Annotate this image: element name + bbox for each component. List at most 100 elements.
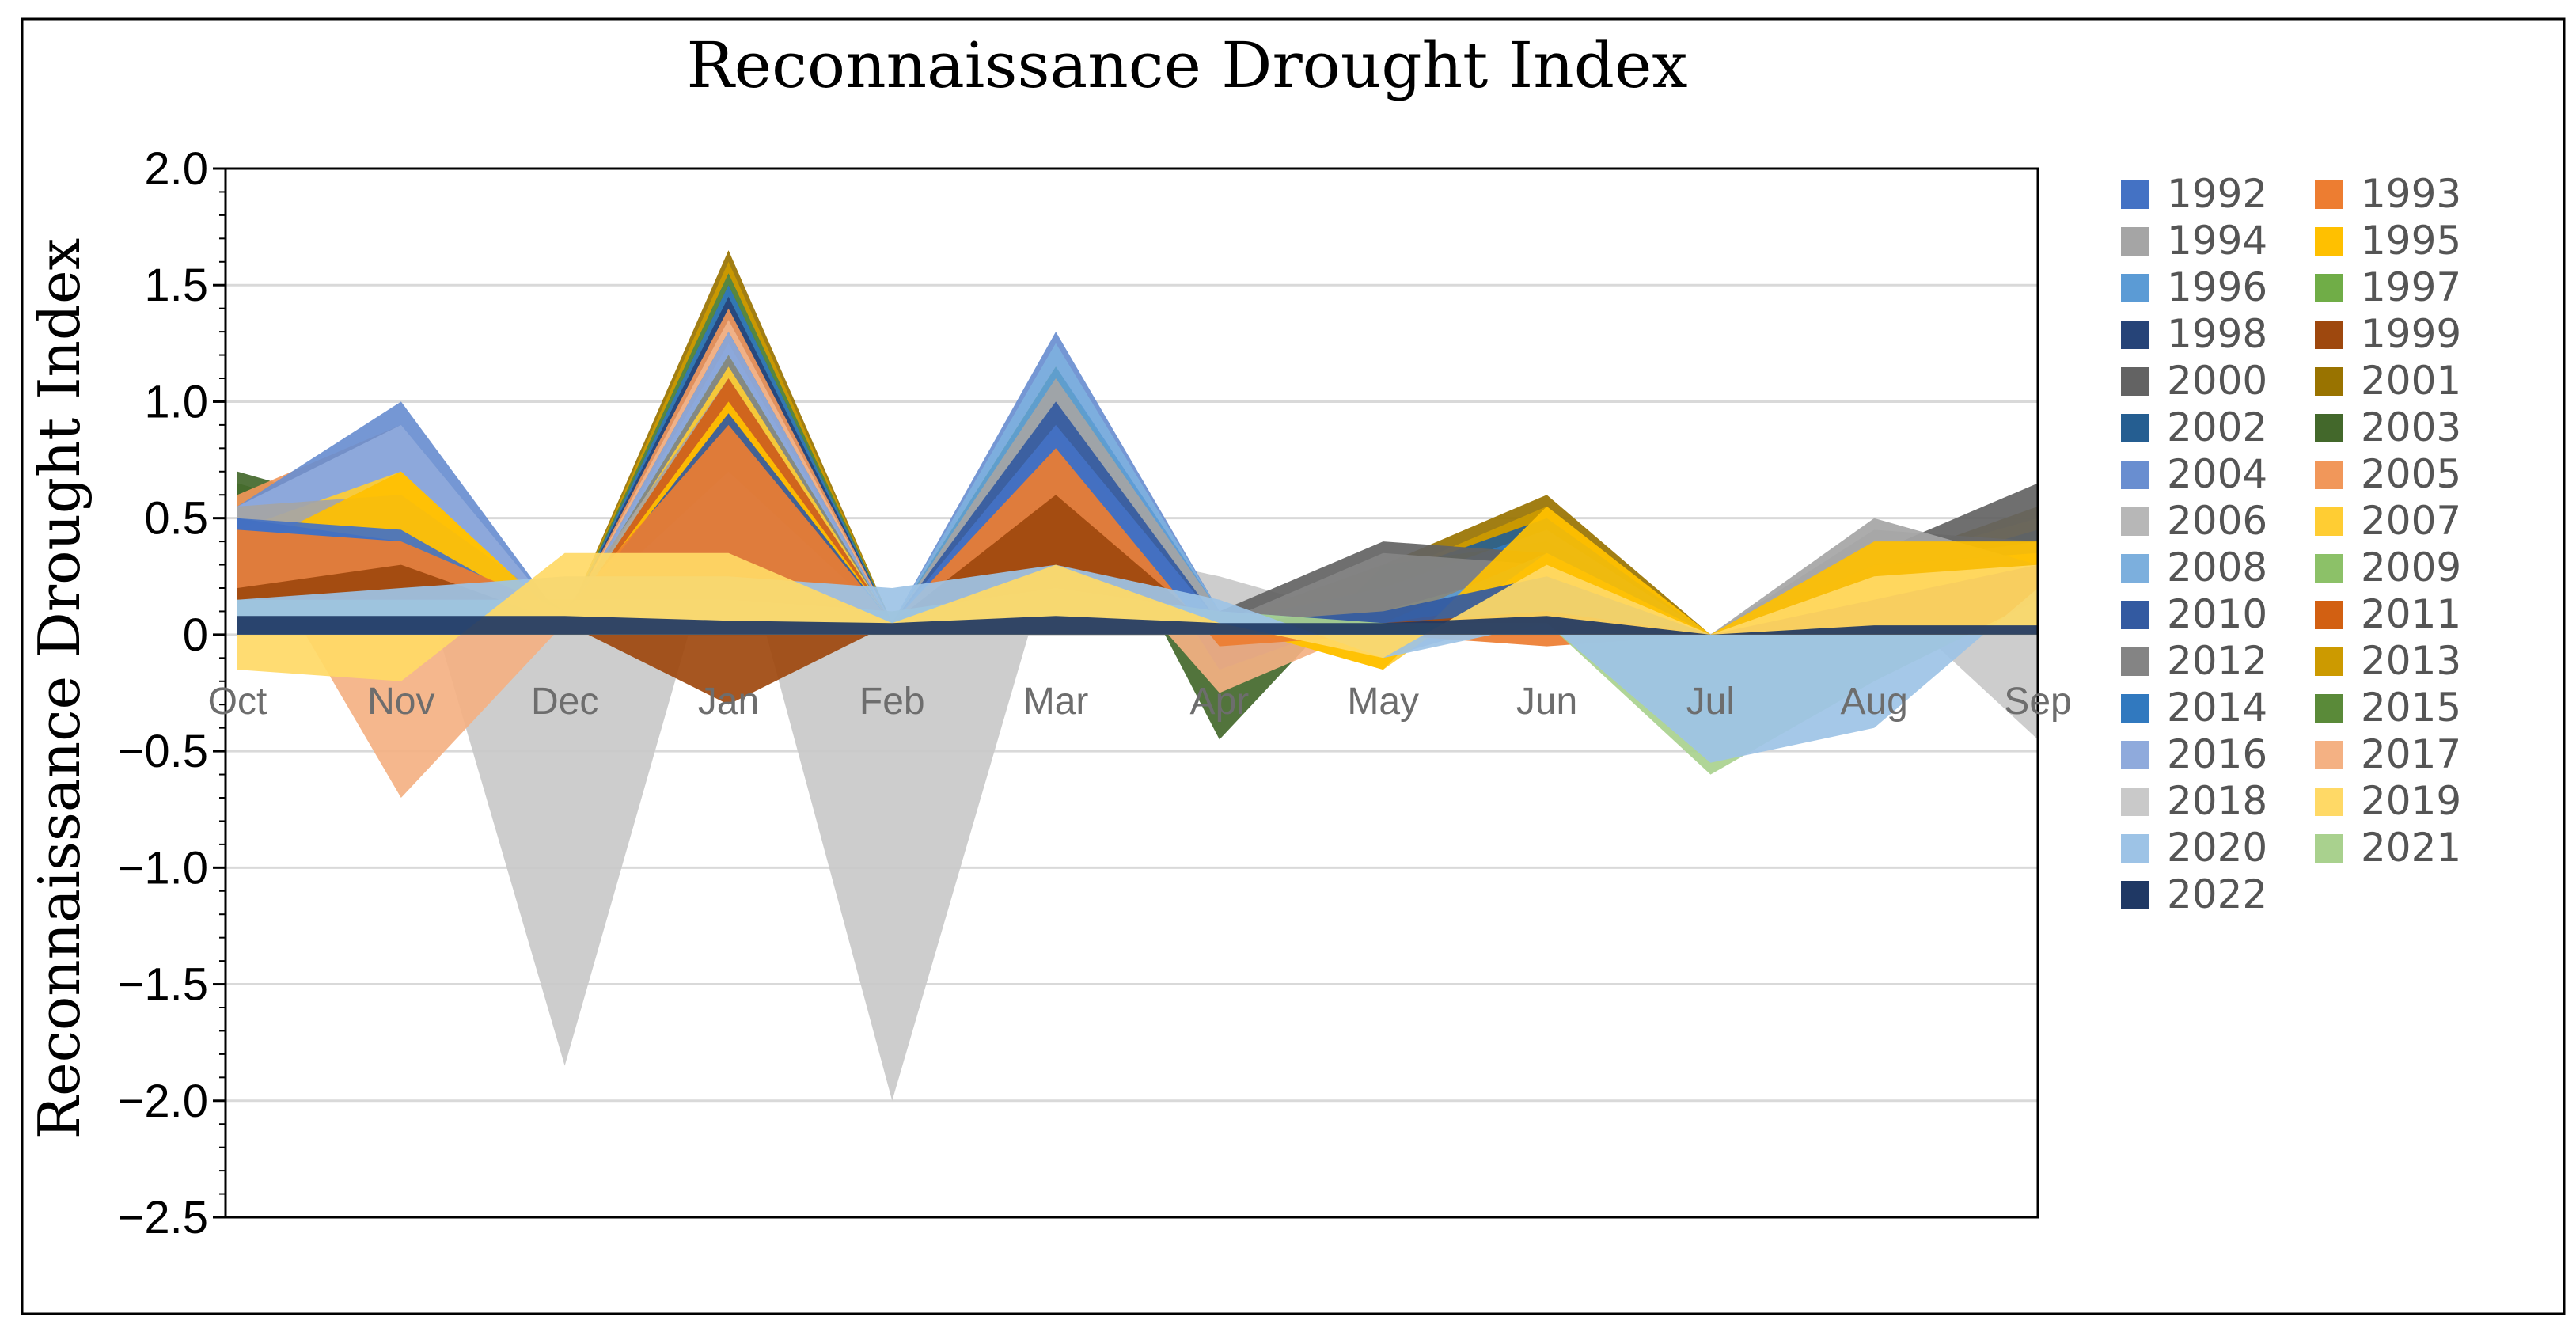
axes	[224, 167, 2039, 1219]
x-tick-label: Mar	[1023, 681, 1089, 723]
y-tick-label: −1.0	[118, 842, 209, 894]
y-tick-label: 2.0	[144, 143, 208, 195]
legend-label: 2001	[2361, 358, 2461, 404]
legend-swatch	[2121, 180, 2149, 209]
legend-swatch	[2315, 367, 2343, 396]
legend-swatch	[2315, 554, 2343, 583]
legend-item-2000: 2000	[2121, 358, 2267, 404]
legend-item-2005: 2005	[2315, 451, 2461, 497]
legend-item-1996: 1996	[2121, 264, 2267, 310]
legend-swatch	[2315, 227, 2343, 256]
legend-item-2019: 2019	[2315, 778, 2461, 824]
legend-label: 2014	[2167, 685, 2267, 731]
plot-frame	[224, 167, 2039, 1219]
legend-label: 1993	[2361, 171, 2461, 217]
legend-item-2018: 2018	[2121, 778, 2267, 824]
legend-item-2004: 2004	[2121, 451, 2267, 497]
legend-item-2022: 2022	[2121, 871, 2267, 917]
legend-swatch	[2315, 788, 2343, 816]
legend-label: 2022	[2167, 871, 2267, 917]
legend-swatch	[2121, 788, 2149, 816]
legend-label: 1998	[2167, 311, 2267, 357]
legend-item-2001: 2001	[2315, 358, 2461, 404]
legend-swatch	[2121, 834, 2149, 863]
legend: 1992 1993 1994 1995 1996 1997 1998 1999 2000 2001…	[2121, 171, 2461, 917]
x-tick-label: Oct	[208, 681, 267, 723]
legend-label: 1997	[2361, 264, 2461, 310]
legend-swatch	[2315, 601, 2343, 629]
y-axis-label-group: Reconnaissance Drought Index	[26, 238, 93, 1139]
legend-label: 1999	[2361, 311, 2461, 357]
y-tick-label: 0	[183, 609, 208, 661]
figure-border	[21, 17, 2566, 1315]
legend-label: 2005	[2361, 451, 2461, 497]
legend-item-2009: 2009	[2315, 545, 2461, 590]
legend-label: 1996	[2167, 264, 2267, 310]
y-axis-label: Reconnaissance Drought Index	[26, 238, 93, 1139]
x-tick-label: May	[1347, 681, 1419, 723]
legend-item-1995: 1995	[2315, 218, 2461, 264]
x-ticks: Oct Nov Dec Jan Feb Mar Apr May Jun Jul Aug Sep	[208, 681, 2072, 723]
legend-swatch	[2315, 507, 2343, 536]
x-tick-label: Nov	[367, 681, 434, 723]
legend-swatch	[2121, 694, 2149, 723]
legend-swatch	[2121, 741, 2149, 769]
x-tick-label: Aug	[1840, 681, 1907, 723]
legend-swatch	[2315, 694, 2343, 723]
legend-swatch	[2121, 601, 2149, 629]
y-tick-label: −2.5	[118, 1192, 209, 1243]
legend-swatch	[2315, 180, 2343, 209]
legend-label: 2007	[2361, 498, 2461, 544]
legend-swatch	[2121, 367, 2149, 396]
legend-item-2021: 2021	[2315, 825, 2461, 871]
legend-label: 2010	[2167, 591, 2267, 637]
legend-swatch	[2121, 274, 2149, 302]
legend-label: 2018	[2167, 778, 2267, 824]
legend-item-2013: 2013	[2315, 638, 2461, 684]
legend-item-2016: 2016	[2121, 731, 2267, 777]
legend-swatch	[2121, 414, 2149, 442]
y-tick-label: 1.5	[144, 260, 208, 311]
legend-label: 2015	[2361, 685, 2461, 731]
legend-swatch	[2121, 647, 2149, 676]
legend-label: 2008	[2167, 545, 2267, 590]
legend-swatch	[2315, 274, 2343, 302]
x-tick-label: Jun	[1516, 681, 1577, 723]
legend-label: 2006	[2167, 498, 2267, 544]
x-tick-label: Jan	[698, 681, 759, 723]
legend-label: 2016	[2167, 731, 2267, 777]
legend-swatch	[2315, 414, 2343, 442]
legend-item-2010: 2010	[2121, 591, 2267, 637]
y-ticks: 2.0 1.5 1.0 0.5 0 −0.5 −1.0 −1.5 −2.0 −2.5	[118, 143, 226, 1243]
legend-item-1994: 1994	[2121, 218, 2267, 264]
chart-title: Reconnaissance Drought Index	[687, 28, 1688, 102]
legend-swatch	[2121, 507, 2149, 536]
legend-label: 1992	[2167, 171, 2267, 217]
y-tick-label: 1.0	[144, 376, 208, 427]
x-tick-label: Dec	[531, 681, 598, 723]
x-tick-label: Jul	[1686, 681, 1735, 723]
legend-swatch	[2315, 321, 2343, 349]
legend-item-2002: 2002	[2121, 404, 2267, 450]
legend-item-1992: 1992	[2121, 171, 2267, 217]
legend-label: 2002	[2167, 404, 2267, 450]
x-tick-label: Sep	[2004, 681, 2071, 723]
y-tick-label: −0.5	[118, 726, 209, 777]
legend-label: 2009	[2361, 545, 2461, 590]
legend-item-1998: 1998	[2121, 311, 2267, 357]
y-tick-label: −2.0	[118, 1076, 209, 1127]
legend-swatch	[2315, 461, 2343, 489]
legend-item-2014: 2014	[2121, 685, 2267, 731]
legend-item-2007: 2007	[2315, 498, 2461, 544]
legend-item-1993: 1993	[2315, 171, 2461, 217]
legend-label: 1995	[2361, 218, 2461, 264]
legend-label: 1994	[2167, 218, 2267, 264]
legend-label: 2003	[2361, 404, 2461, 450]
legend-label: 2019	[2361, 778, 2461, 824]
legend-swatch	[2121, 227, 2149, 256]
legend-swatch	[2315, 647, 2343, 676]
series-areas	[237, 250, 2038, 1101]
legend-label: 2004	[2167, 451, 2267, 497]
legend-item-1997: 1997	[2315, 264, 2461, 310]
legend-swatch	[2121, 321, 2149, 349]
